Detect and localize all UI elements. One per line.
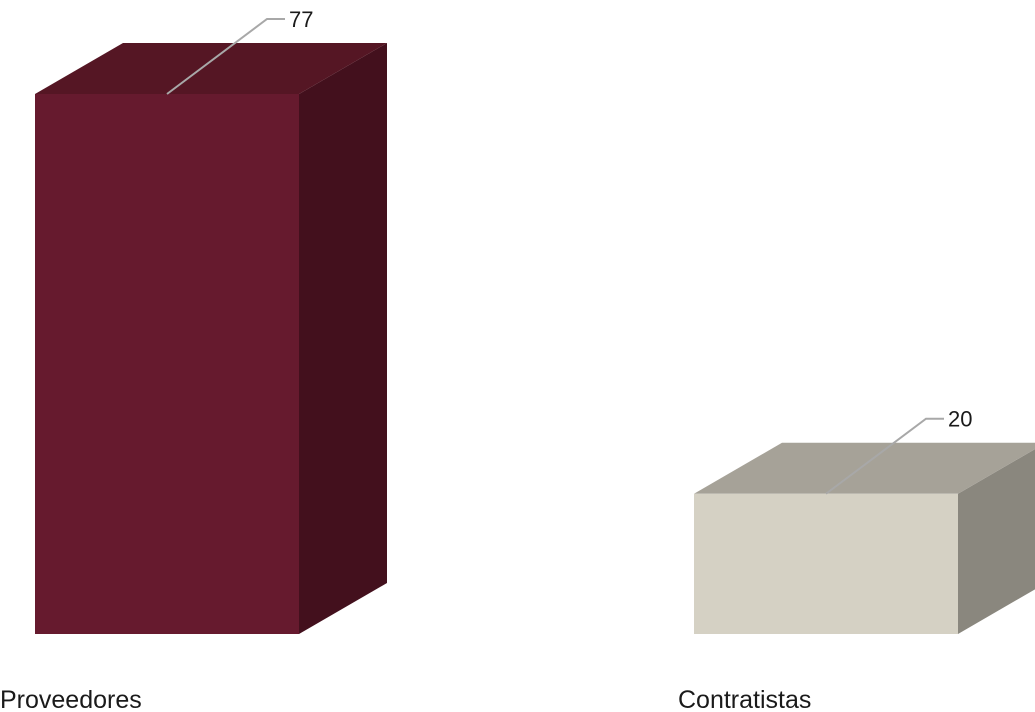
- bars-group: [35, 43, 1035, 634]
- bar-contratistas: [694, 442, 1035, 634]
- bar-front-face: [694, 493, 958, 634]
- bar-side-face: [299, 43, 387, 634]
- bar-side-face: [958, 449, 1035, 634]
- data-label-leader: [166, 18, 285, 95]
- labels-group: 77 Proveedores 20 Contratistas: [0, 7, 972, 712]
- bar-top-face: [35, 43, 387, 94]
- data-label: 77: [289, 7, 313, 32]
- category-label: Contratistas: [678, 686, 811, 712]
- data-label: 20: [948, 407, 972, 432]
- data-label-leader: [825, 417, 944, 495]
- bar-front-face: [35, 94, 299, 634]
- bar-proveedores: [35, 43, 387, 634]
- bar-top-face: [694, 442, 1035, 494]
- category-label: Proveedores: [0, 686, 142, 712]
